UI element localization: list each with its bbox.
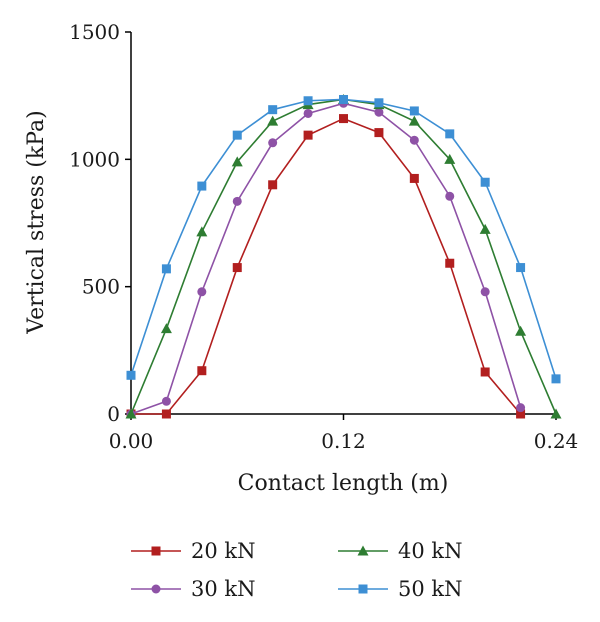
data-point <box>479 223 491 234</box>
data-point <box>161 396 171 406</box>
x-tick-label: 0.12 <box>321 429 366 453</box>
x-axis-label: Contact length (m) <box>238 471 449 496</box>
data-point <box>409 106 419 116</box>
series-line <box>130 102 522 415</box>
y-tick-label: 1500 <box>69 20 120 44</box>
series-line <box>130 98 557 380</box>
data-point <box>409 135 419 145</box>
data-point <box>232 196 242 206</box>
data-point <box>161 409 171 419</box>
data-point <box>339 114 348 124</box>
y-axis-label: Vertical stress (kPa) <box>24 110 49 334</box>
legend-marker <box>151 546 161 556</box>
axes: 0 500 1000 1500 0.00 0.12 0.24 <box>69 20 578 453</box>
legend-entry: 30 kN <box>131 577 256 601</box>
data-point <box>445 129 455 139</box>
data-point <box>374 128 384 138</box>
x-tick-label: 0.24 <box>534 429 579 453</box>
data-point <box>516 403 526 413</box>
data-point <box>267 115 279 126</box>
data-point <box>268 138 278 148</box>
data-point <box>445 258 455 268</box>
data-point <box>374 98 384 108</box>
y-tick-label: 500 <box>82 275 120 299</box>
data-point <box>197 366 207 376</box>
data-point <box>232 263 242 273</box>
data-point <box>445 191 455 201</box>
data-point <box>551 374 561 384</box>
data-point <box>125 408 137 419</box>
data-point <box>303 96 313 106</box>
series-30-kn <box>126 98 526 419</box>
data-point <box>268 105 278 115</box>
data-point <box>516 409 526 419</box>
legend-label: 20 kN <box>191 539 256 563</box>
data-point <box>197 181 207 191</box>
data-point <box>232 130 242 140</box>
series-50-kn <box>126 94 561 384</box>
legend-label: 40 kN <box>398 539 463 563</box>
data-point <box>303 108 313 118</box>
data-point <box>268 180 278 190</box>
data-point <box>516 263 526 273</box>
data-point <box>444 153 456 164</box>
data-point <box>196 226 208 237</box>
data-point <box>160 323 172 334</box>
data-point <box>550 408 562 419</box>
data-point <box>303 130 313 140</box>
series-40-kn <box>125 93 562 419</box>
data-point <box>339 94 348 104</box>
legend-label: 30 kN <box>191 577 256 601</box>
data-point <box>374 107 384 117</box>
data-point <box>480 177 490 187</box>
legend-entry: 50 kN <box>338 577 463 601</box>
data-point <box>161 264 171 274</box>
legend-marker <box>358 584 368 594</box>
data-point <box>480 367 490 377</box>
y-tick-label: 1000 <box>69 147 120 171</box>
data-point <box>409 173 419 183</box>
data-point <box>197 287 207 297</box>
legend-marker <box>151 584 161 594</box>
legend-marker <box>357 545 369 556</box>
legend-entry: 40 kN <box>338 539 463 563</box>
data-point <box>126 370 136 380</box>
data-point <box>480 287 490 297</box>
legend-entry: 20 kN <box>131 539 256 563</box>
legend-label: 50 kN <box>398 577 463 601</box>
legend: 20 kN 40 kN 30 kN 50 kN <box>131 539 463 601</box>
series-layer <box>125 93 562 419</box>
series-20-kn <box>126 114 526 419</box>
data-point <box>515 325 527 336</box>
series-line <box>130 98 557 415</box>
data-point <box>231 156 243 167</box>
series-line <box>131 117 522 415</box>
data-point <box>408 115 420 126</box>
y-tick-label: 0 <box>107 402 120 426</box>
x-tick-label: 0.00 <box>109 429 154 453</box>
